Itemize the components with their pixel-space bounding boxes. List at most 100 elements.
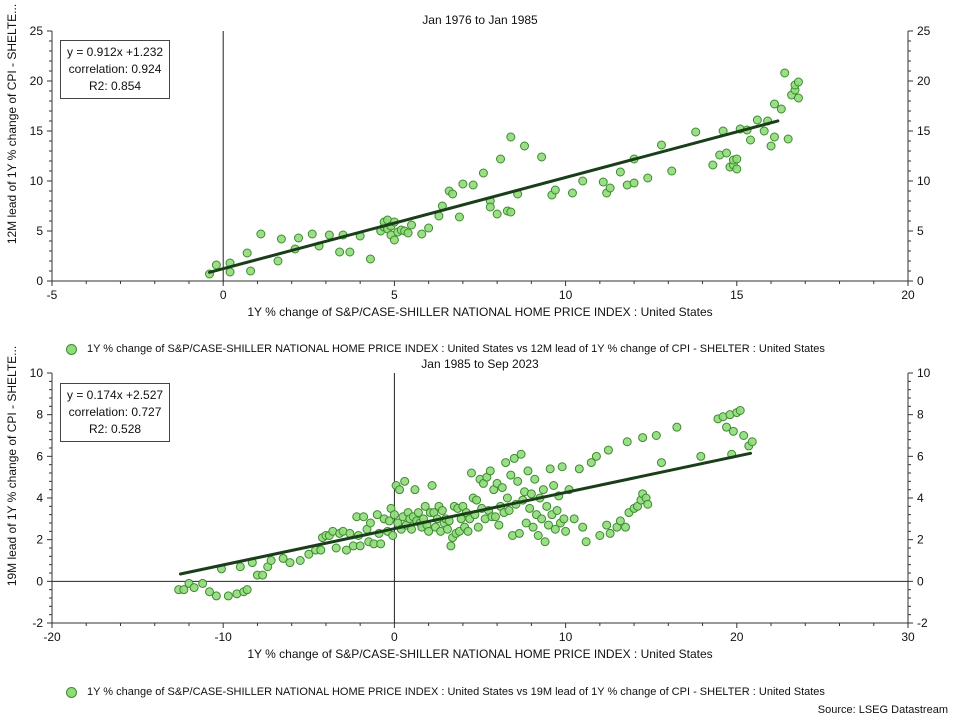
chart1-point xyxy=(759,126,769,136)
chart2-point xyxy=(497,483,507,493)
chart2-point xyxy=(266,556,276,565)
chart1-point xyxy=(345,247,355,257)
chart2-point xyxy=(552,506,562,515)
chart1-point xyxy=(667,166,677,176)
chart1-title: Jan 1976 to Jan 1985 xyxy=(422,13,538,27)
chart1-point xyxy=(793,77,803,87)
chart2-point xyxy=(389,510,399,520)
chart2-point xyxy=(424,526,434,536)
chart1-point xyxy=(643,173,653,183)
chart2-r2: R2: 0.528 xyxy=(89,422,142,436)
chart2-point xyxy=(359,512,369,522)
chart1-point xyxy=(769,99,779,109)
chart2-point xyxy=(559,514,569,524)
chart1-x-tick-label: 10 xyxy=(559,288,573,302)
chart2-point xyxy=(384,516,394,526)
chart2-point xyxy=(400,476,410,486)
chart1-point xyxy=(615,167,625,177)
chart1-point xyxy=(468,180,478,190)
chart2-point xyxy=(446,541,456,551)
chart1-r2: R2: 0.854 xyxy=(89,79,142,93)
chart2-x-tick-label: 20 xyxy=(730,630,744,644)
chart1-point xyxy=(403,228,413,238)
chart1-point xyxy=(458,179,468,189)
chart2-point xyxy=(513,476,523,486)
chart2-point xyxy=(205,587,215,597)
chart1-point xyxy=(324,230,334,240)
chart2-point xyxy=(514,528,524,538)
chart1-point xyxy=(783,134,793,144)
chart2-legend-marker xyxy=(66,686,77,698)
chart1-point xyxy=(708,160,718,170)
chart1-point xyxy=(745,135,755,145)
chart2-point xyxy=(739,431,749,440)
chart1-point xyxy=(769,132,779,142)
chart1-point xyxy=(496,154,506,164)
chart2-point xyxy=(696,451,706,461)
chart1-point xyxy=(780,68,790,78)
chart1-point xyxy=(256,229,266,239)
chart1-point xyxy=(225,267,235,277)
chart2-point xyxy=(578,522,588,532)
chart2-point xyxy=(285,558,295,568)
chart2-regression-box: y = 0.174x +2.527 correlation: 0.727 R2:… xyxy=(60,383,171,442)
chart2-y-tick-label-left: 4 xyxy=(36,491,43,505)
chart2-y-tick-label-right: 4 xyxy=(917,491,924,505)
chart2-point xyxy=(413,508,423,518)
chart1-point xyxy=(242,248,252,258)
chart2-point xyxy=(466,468,476,478)
chart2-point xyxy=(722,422,732,432)
chart2-x-tick-label: 0 xyxy=(391,630,398,644)
chart2-point xyxy=(526,489,536,499)
chart2-point xyxy=(561,526,571,536)
chart1-legend-label: 1Y % change of S&P/CASE-SHILLER NATIONAL… xyxy=(87,343,825,355)
chart2-point xyxy=(365,518,375,528)
chart1-point xyxy=(407,220,417,230)
chart1-point xyxy=(766,141,776,151)
chart2-point xyxy=(242,585,252,595)
chart2-point xyxy=(528,522,538,532)
chart1-y-tick-label-right: 0 xyxy=(917,274,924,288)
chart1-point xyxy=(598,177,608,187)
chart1-x-tick-label: 5 xyxy=(391,288,398,302)
chart2-point xyxy=(376,539,386,549)
chart2-point xyxy=(549,481,559,490)
chart2-point xyxy=(420,501,430,511)
chart2-x-tick-label: 30 xyxy=(901,630,915,644)
chart2-fit-line xyxy=(178,451,752,576)
chart2-point xyxy=(615,516,625,526)
chart2-point xyxy=(198,578,208,588)
chart2-point xyxy=(472,495,482,505)
chart1-point xyxy=(537,152,547,162)
chart2-point xyxy=(540,537,550,547)
chart2-point xyxy=(603,445,613,455)
chart2-points xyxy=(174,406,757,601)
chart2-point xyxy=(586,458,596,468)
chart2-point xyxy=(728,426,738,436)
chart2-y-tick-label-right: 8 xyxy=(917,408,924,422)
chart1-point xyxy=(550,185,560,195)
chart2-point xyxy=(525,503,535,513)
chart1-points xyxy=(205,68,803,279)
chart1-point xyxy=(478,168,488,178)
chart2-title: Jan 1985 to Sep 2023 xyxy=(421,357,539,371)
chart2-legend: 1Y % change of S&P/CASE-SHILLER NATIONAL… xyxy=(66,686,825,698)
chart1-point xyxy=(578,176,588,186)
chart2-point xyxy=(179,585,189,595)
chart1-x-axis-label: 1Y % change of S&P/CASE-SHILLER NATIONAL… xyxy=(247,305,712,319)
chart2-y-tick-label-left: -2 xyxy=(32,616,43,630)
chart2-y-tick-label-left: 8 xyxy=(36,408,43,422)
chart2-point xyxy=(304,549,314,559)
chart2-point xyxy=(621,522,631,532)
chart1-legend: 1Y % change of S&P/CASE-SHILLER NATIONAL… xyxy=(66,343,825,355)
chart1-y-tick-label-right: 15 xyxy=(917,124,931,138)
chart1-point xyxy=(656,140,666,150)
chart1-point xyxy=(506,132,516,142)
chart2-x-axis-label: 1Y % change of S&P/CASE-SHILLER NATIONAL… xyxy=(247,647,712,661)
chart2-point xyxy=(543,520,553,530)
chart1-y-tick-label-right: 5 xyxy=(917,224,924,238)
chart1-y-axis-label: 12M lead of 1Y % change of CPI - SHELTE.… xyxy=(5,4,19,244)
chart1-correlation: correlation: 0.924 xyxy=(68,62,162,76)
